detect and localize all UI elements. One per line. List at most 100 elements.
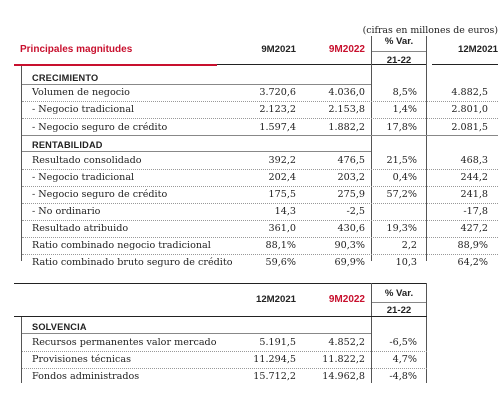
cell-9m2022: 14.962,8 xyxy=(322,371,365,382)
row-label: Resultado consolidado xyxy=(32,155,142,166)
section-rule xyxy=(22,135,498,136)
col-header-12m2021: 12M2021 xyxy=(457,44,498,55)
cell-9m2021: 202,4 xyxy=(268,172,296,183)
col-header-9m2021: 9M2021 xyxy=(261,44,296,55)
var-col-right-border xyxy=(426,36,427,261)
cell-12m2021: 64,2% xyxy=(457,257,488,268)
row-divider xyxy=(22,254,498,255)
table2-header-rule xyxy=(14,316,427,317)
cell-9m2022: -2,5 xyxy=(346,206,366,217)
cell-12m2021: 2.801,0 xyxy=(451,104,488,115)
col-header-12m2021: 12M2021 xyxy=(255,294,296,305)
section-rule xyxy=(22,84,371,85)
table2-var-col-left-border xyxy=(371,283,372,383)
col-header-var-top: % Var. xyxy=(384,288,414,299)
cell-var: -6,5% xyxy=(389,337,417,348)
var-header-divider xyxy=(372,302,426,303)
table2-var-col-right-border xyxy=(426,283,427,383)
cell-12m2021: 468,3 xyxy=(460,155,488,166)
cell-12m2021: -17,8 xyxy=(463,206,488,217)
cell-9m2021: 14,3 xyxy=(274,206,296,217)
cell-9m2021: 1.597,4 xyxy=(259,122,296,133)
var-col-left-border xyxy=(371,36,372,261)
header-rule-right xyxy=(432,64,498,65)
row-divider xyxy=(22,169,498,170)
cell-var: 0,4% xyxy=(392,172,417,183)
table2-top-rule xyxy=(14,283,427,284)
cell-9m2021: 175,5 xyxy=(268,189,296,200)
col-header-var-bottom: 21-22 xyxy=(386,55,412,66)
row-label: - Negocio seguro de crédito xyxy=(32,122,168,133)
cell-var: 4,7% xyxy=(392,354,417,365)
row-label: Ratio combinado bruto seguro de crédito xyxy=(32,257,233,268)
var-header-divider xyxy=(372,51,426,52)
cell-var: 2,2 xyxy=(401,240,417,251)
row-divider xyxy=(22,368,427,369)
section-rule xyxy=(22,151,371,152)
cell-var: 17,8% xyxy=(386,122,417,133)
row-label: - No ordinario xyxy=(32,206,101,217)
row-divider xyxy=(22,101,498,102)
cell-9m2021: 361,0 xyxy=(268,223,296,234)
cell-12m2021: 11.294,5 xyxy=(253,354,296,365)
cell-9m2022: 90,3% xyxy=(334,240,365,251)
cell-12m2021: 5.191,5 xyxy=(259,337,296,348)
row-label: Ratio combinado negocio tradicional xyxy=(32,240,211,251)
cell-9m2021: 88,1% xyxy=(265,240,296,251)
cell-12m2021: 244,2 xyxy=(460,172,488,183)
header-accent-rule xyxy=(14,64,217,66)
row-label: - Negocio seguro de crédito xyxy=(32,189,168,200)
section-title: CRECIMIENTO xyxy=(32,73,99,83)
row-divider xyxy=(22,186,498,187)
cell-var: 57,2% xyxy=(386,189,417,200)
col-header-var-top: % Var. xyxy=(384,36,414,47)
cell-9m2021: 2.123,2 xyxy=(259,104,296,115)
row-label: Fondos administrados xyxy=(32,371,140,382)
cell-9m2021: 392,2 xyxy=(268,155,296,166)
section-rule xyxy=(22,333,371,334)
section-title: RENTABILIDAD xyxy=(32,140,103,150)
cell-9m2022: 430,6 xyxy=(337,223,365,234)
row-label: - Negocio tradicional xyxy=(32,172,135,183)
cell-9m2022: 4.852,2 xyxy=(328,337,365,348)
cell-var: 19,3% xyxy=(386,223,417,234)
row-label: Recursos permanentes valor mercado xyxy=(32,337,217,348)
cell-var: 1,4% xyxy=(392,104,417,115)
header-rule xyxy=(14,64,427,65)
cell-var: 21,5% xyxy=(386,155,417,166)
row-divider xyxy=(22,203,498,204)
cell-12m2021: 241,8 xyxy=(460,189,488,200)
cell-12m2021: 15.712,2 xyxy=(253,371,296,382)
row-label: Volumen de negocio xyxy=(32,87,130,98)
col-header-var-bottom: 21-22 xyxy=(386,305,412,316)
cell-9m2022: 476,5 xyxy=(337,155,365,166)
col-header-9m2022: 9M2022 xyxy=(328,44,365,55)
cell-9m2022: 1.882,2 xyxy=(328,122,365,133)
cell-var: 8,5% xyxy=(392,87,417,98)
cell-var: 10,3 xyxy=(395,257,417,268)
units-note: (cifras en millones de euros) xyxy=(362,25,498,36)
cell-9m2022: 4.036,0 xyxy=(328,87,365,98)
row-label: Resultado atribuido xyxy=(32,223,129,234)
cell-9m2022: 11.822,2 xyxy=(322,354,365,365)
row-label: Provisiones técnicas xyxy=(32,354,132,365)
row-divider xyxy=(22,237,498,238)
cell-9m2022: 2.153,8 xyxy=(328,104,365,115)
cell-9m2021: 3.720,6 xyxy=(259,87,296,98)
cell-12m2021: 4.882,5 xyxy=(451,87,488,98)
cell-12m2021: 427,2 xyxy=(460,223,488,234)
row-divider xyxy=(22,351,427,352)
cell-9m2022: 69,9% xyxy=(334,257,365,268)
table-title: Principales magnitudes xyxy=(20,44,133,55)
left-border xyxy=(21,66,22,261)
cell-9m2022: 275,9 xyxy=(337,189,365,200)
row-divider xyxy=(22,220,498,221)
row-label: - Negocio tradicional xyxy=(32,104,135,115)
table2-left-border xyxy=(21,317,22,383)
cell-9m2022: 203,2 xyxy=(337,172,365,183)
cell-9m2021: 59,6% xyxy=(265,257,296,268)
section-title: SOLVENCIA xyxy=(32,322,87,332)
cell-12m2021: 2.081,5 xyxy=(451,122,488,133)
cell-var: -4,8% xyxy=(389,371,417,382)
cell-12m2021: 88,9% xyxy=(457,240,488,251)
